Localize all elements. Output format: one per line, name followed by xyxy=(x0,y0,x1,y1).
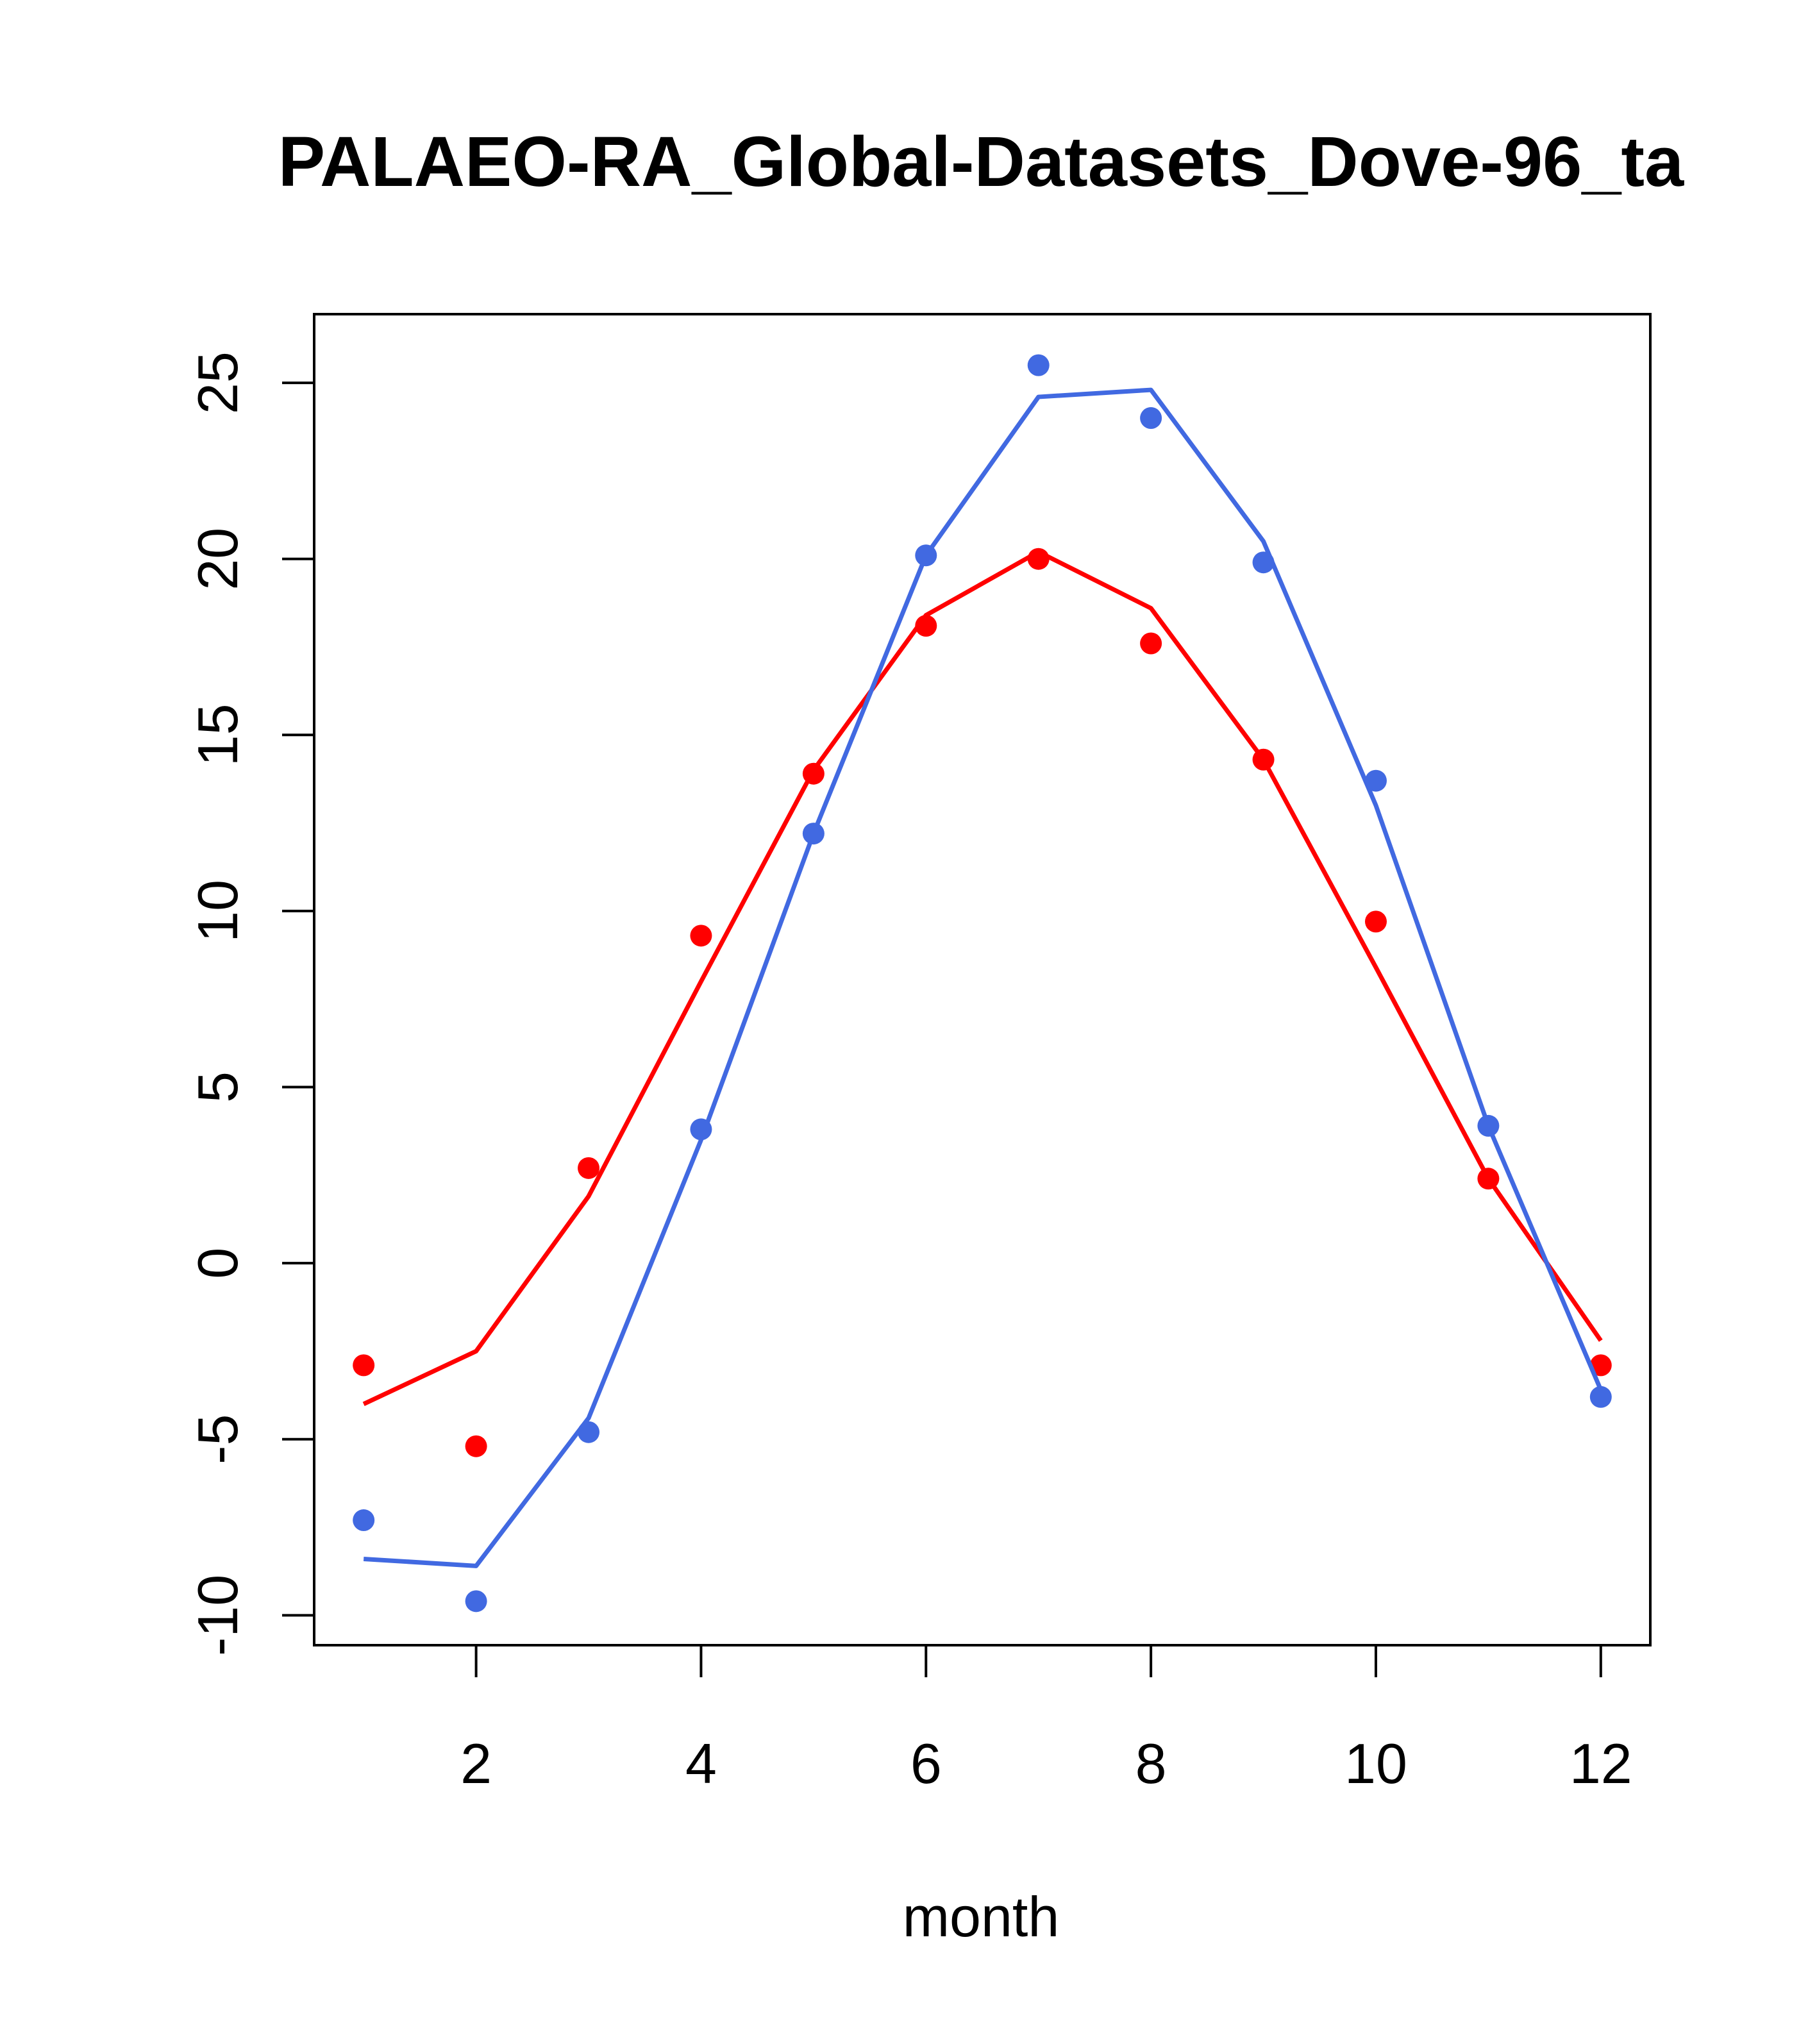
data-point xyxy=(1252,748,1275,771)
data-point xyxy=(465,1435,487,1457)
y-tick-label: 20 xyxy=(186,528,249,591)
data-point xyxy=(690,925,712,947)
data-point xyxy=(1364,769,1387,792)
series-line xyxy=(363,387,1603,1568)
x-tick-label: 6 xyxy=(910,1732,942,1795)
y-tick-label: -5 xyxy=(186,1414,249,1464)
y-tick-label: 5 xyxy=(186,1071,249,1103)
data-point xyxy=(1477,1114,1500,1137)
data-point xyxy=(802,823,825,845)
y-axis: -10 -5 0 5 10 15 20 25 xyxy=(186,351,315,1656)
data-point xyxy=(1027,354,1050,376)
x-axis-label: month xyxy=(903,1885,1060,1948)
data-point xyxy=(1477,1168,1500,1190)
series-line xyxy=(362,549,1603,1406)
x-tick-label: 12 xyxy=(1570,1732,1632,1795)
data-point xyxy=(690,1118,712,1141)
data-point xyxy=(353,1509,375,1532)
series-layer xyxy=(353,354,1612,1613)
x-axis: 2 4 6 8 10 12 xyxy=(460,1644,1632,1795)
data-point xyxy=(1140,407,1162,430)
x-tick-label: 2 xyxy=(460,1732,492,1795)
plot-frame xyxy=(313,313,1652,1646)
data-point xyxy=(578,1157,600,1179)
data-point xyxy=(1589,1354,1612,1377)
data-point xyxy=(578,1421,600,1443)
data-point xyxy=(1140,632,1162,655)
data-point xyxy=(915,615,937,637)
y-tick-label: -10 xyxy=(186,1575,249,1656)
x-tick-label: 8 xyxy=(1135,1732,1167,1795)
data-point xyxy=(1364,910,1387,933)
data-point xyxy=(465,1590,487,1613)
data-point xyxy=(1027,548,1050,570)
data-point xyxy=(353,1354,375,1377)
data-point xyxy=(1589,1386,1612,1408)
y-tick-label: 15 xyxy=(186,703,249,766)
series-1 xyxy=(353,548,1612,1457)
chart-title: PALAEO-RA_Global-Datasets_Dove-96_ta xyxy=(278,122,1684,201)
data-point xyxy=(1252,551,1275,574)
x-tick-label: 4 xyxy=(685,1732,717,1795)
y-tick-label: 10 xyxy=(186,880,249,942)
y-tick-label: 0 xyxy=(186,1248,249,1279)
data-point xyxy=(915,544,937,567)
series-2 xyxy=(353,354,1612,1613)
data-point xyxy=(802,762,825,785)
x-tick-label: 10 xyxy=(1344,1732,1407,1795)
y-tick-label: 25 xyxy=(186,351,249,414)
